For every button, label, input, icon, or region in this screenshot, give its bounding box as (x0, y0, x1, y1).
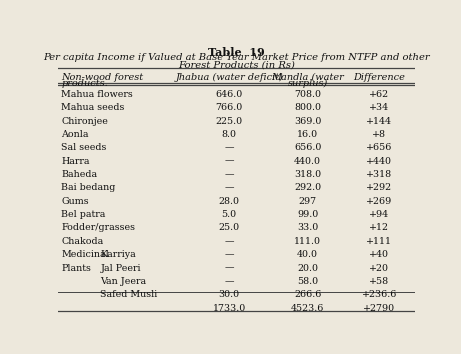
Text: 766.0: 766.0 (215, 103, 243, 112)
Text: Sal seeds: Sal seeds (61, 143, 106, 152)
Text: Bel patra: Bel patra (61, 210, 106, 219)
Text: Van Jeera: Van Jeera (100, 277, 147, 286)
Text: 25.0: 25.0 (219, 223, 240, 233)
Text: Mahua seeds: Mahua seeds (61, 103, 124, 112)
Text: Fodder/grasses: Fodder/grasses (61, 223, 135, 233)
Text: +2790: +2790 (363, 304, 395, 313)
Text: Safed Musli: Safed Musli (100, 290, 158, 299)
Text: 30.0: 30.0 (219, 290, 240, 299)
Text: Gums: Gums (61, 197, 89, 206)
Text: 266.6: 266.6 (294, 290, 321, 299)
Text: 28.0: 28.0 (219, 197, 240, 206)
Text: 40.0: 40.0 (297, 250, 318, 259)
Text: 297: 297 (299, 197, 317, 206)
Text: 800.0: 800.0 (294, 103, 321, 112)
Text: 20.0: 20.0 (297, 263, 318, 273)
Text: Mandla (water: Mandla (water (272, 73, 344, 82)
Text: 225.0: 225.0 (216, 116, 242, 126)
Text: 111.0: 111.0 (294, 237, 321, 246)
Text: Karriya: Karriya (100, 250, 136, 259)
Text: Per capita Income if Valued at Base Year Market Price from NTFP and other: Per capita Income if Valued at Base Year… (43, 53, 430, 62)
Text: +111: +111 (366, 237, 392, 246)
Text: +62: +62 (369, 90, 389, 99)
Text: +269: +269 (366, 197, 392, 206)
Text: 440.0: 440.0 (294, 157, 321, 166)
Text: +236.6: +236.6 (361, 290, 397, 299)
Text: +20: +20 (369, 263, 389, 273)
Text: Chakoda: Chakoda (61, 237, 103, 246)
Text: —: — (225, 157, 234, 166)
Text: Bai bedang: Bai bedang (61, 183, 116, 193)
Text: +318: +318 (366, 170, 392, 179)
Text: +40: +40 (369, 250, 389, 259)
Text: —: — (225, 277, 234, 286)
Text: 33.0: 33.0 (297, 223, 319, 233)
Text: Mahua flowers: Mahua flowers (61, 90, 133, 99)
Text: —: — (225, 237, 234, 246)
Text: 58.0: 58.0 (297, 277, 318, 286)
Text: 318.0: 318.0 (294, 170, 321, 179)
Text: 1733.0: 1733.0 (213, 304, 246, 313)
Text: Non-wood forest: Non-wood forest (61, 73, 143, 82)
Text: 4523.6: 4523.6 (291, 304, 325, 313)
Text: surplus): surplus) (288, 79, 328, 88)
Text: —: — (225, 183, 234, 193)
Text: 646.0: 646.0 (215, 90, 243, 99)
Text: Medicinal: Medicinal (61, 250, 109, 259)
Text: 16.0: 16.0 (297, 130, 318, 139)
Text: +94: +94 (369, 210, 389, 219)
Text: +656: +656 (366, 143, 392, 152)
Text: 708.0: 708.0 (294, 90, 321, 99)
Text: Plants: Plants (61, 263, 91, 273)
Text: 5.0: 5.0 (222, 210, 236, 219)
Text: Aonla: Aonla (61, 130, 89, 139)
Text: +440: +440 (366, 157, 392, 166)
Text: Difference: Difference (353, 73, 405, 82)
Text: Harra: Harra (61, 157, 90, 166)
Text: Table  19: Table 19 (208, 47, 265, 58)
Text: +58: +58 (369, 277, 389, 286)
Text: 8.0: 8.0 (222, 130, 236, 139)
Text: Forest Products (in Rs): Forest Products (in Rs) (178, 61, 295, 70)
Text: +144: +144 (366, 116, 392, 126)
Text: 292.0: 292.0 (294, 183, 321, 193)
Text: +12: +12 (369, 223, 389, 233)
Text: Baheda: Baheda (61, 170, 97, 179)
Text: products.: products. (61, 79, 108, 88)
Text: Chironjee: Chironjee (61, 116, 108, 126)
Text: —: — (225, 170, 234, 179)
Text: Jal Peeri: Jal Peeri (100, 263, 141, 273)
Text: 369.0: 369.0 (294, 116, 321, 126)
Text: 656.0: 656.0 (294, 143, 321, 152)
Text: 99.0: 99.0 (297, 210, 319, 219)
Text: Jhabua (water deficit): Jhabua (water deficit) (175, 73, 283, 82)
Text: +292: +292 (366, 183, 392, 193)
Text: +34: +34 (369, 103, 389, 112)
Text: —: — (225, 143, 234, 152)
Text: —: — (225, 263, 234, 273)
Text: —: — (225, 250, 234, 259)
Text: +8: +8 (372, 130, 386, 139)
